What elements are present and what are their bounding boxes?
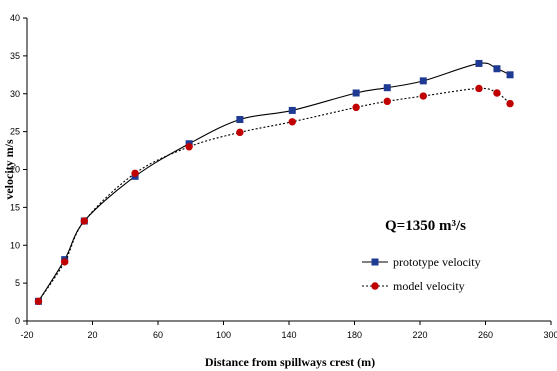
legend-marker: [371, 282, 379, 290]
data-point-circle: [506, 99, 514, 108]
data-point-circle: [419, 92, 427, 100]
y-tick-label: 0: [15, 316, 20, 326]
y-tick-label: 5: [15, 278, 20, 288]
data-point-circle: [352, 103, 360, 112]
data-point-circle: [236, 128, 244, 137]
data-point-circle: [131, 169, 139, 177]
y-tick-label: 20: [10, 165, 20, 175]
x-tick-label: 260: [478, 330, 493, 340]
data-point-circle: [475, 84, 483, 93]
data-point-circle: [80, 217, 89, 225]
legend-marker: [371, 258, 379, 266]
data-point-circle: [185, 143, 193, 151]
data-point-square: [383, 84, 391, 92]
data-point-square: [419, 77, 427, 85]
x-axis: -20 20 60 100 140 180 220 260 300: [20, 320, 557, 340]
y-tick-label: 35: [10, 51, 20, 61]
data-point-circle: [60, 258, 69, 266]
series-layer: [34, 59, 514, 306]
y-tick-label: 40: [10, 13, 20, 23]
x-tick-label: -20: [20, 330, 33, 340]
x-tick-label: 140: [281, 330, 296, 340]
x-tick-label: 20: [87, 330, 97, 340]
y-tick-label: 10: [10, 240, 20, 250]
data-point-square: [288, 106, 296, 114]
y-tick-label: 15: [10, 202, 20, 212]
series-line: [38, 87, 511, 302]
data-point-square: [475, 59, 483, 67]
legend-label: prototype velocity: [393, 255, 481, 269]
y-tick-label: 25: [10, 127, 20, 137]
legend-label: model velocity: [393, 279, 465, 293]
y-axis-title: velocity m/s: [2, 139, 16, 200]
data-point-square: [236, 116, 244, 124]
data-point-square: [506, 71, 514, 79]
data-point-square: [352, 89, 360, 97]
x-tick-label: 220: [412, 330, 427, 340]
x-tick-label: 60: [153, 330, 163, 340]
data-point-circle: [383, 97, 391, 106]
data-point-circle: [34, 297, 43, 306]
data-point-circle: [288, 118, 296, 126]
x-axis-title: Distance from spillways crest (m): [205, 355, 375, 369]
y-tick-label: 30: [10, 89, 20, 99]
x-tick-label: 180: [347, 330, 362, 340]
x-tick-label: 300: [543, 330, 557, 340]
flow-annotation: Q=1350 m³/s: [385, 218, 466, 234]
x-tick-label: 100: [216, 330, 231, 340]
legend: prototype velocity model velocity: [362, 255, 481, 293]
y-axis: 0 5 10 15 20 25 30 35 40: [10, 13, 28, 326]
series-model: [34, 84, 514, 306]
data-point-circle: [493, 89, 501, 97]
data-point-square: [493, 65, 501, 73]
